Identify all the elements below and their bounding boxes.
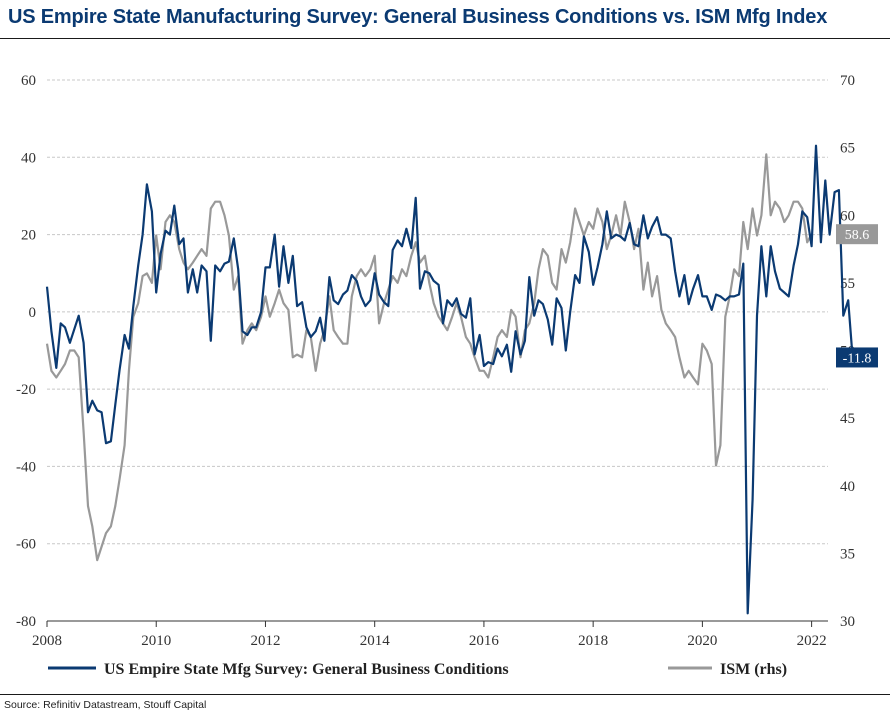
y-left-tick-label: 40 <box>21 150 36 166</box>
y-left-tick-label: -40 <box>16 459 36 475</box>
x-tick-label: 2022 <box>797 633 827 649</box>
x-tick-label: 2016 <box>469 633 500 649</box>
x-tick-label: 2010 <box>141 633 171 649</box>
legend: US Empire State Mfg Survey: General Busi… <box>48 661 787 678</box>
x-tick-label: 2014 <box>360 633 391 649</box>
y-right-tick-label: 35 <box>840 546 855 562</box>
source-rule <box>0 694 890 695</box>
ism-last-value-label: 58.6 <box>845 228 870 243</box>
y-left-tick-label: 20 <box>21 228 36 244</box>
chart-title: US Empire State Manufacturing Survey: Ge… <box>8 6 828 28</box>
empire-state-series-line <box>45 144 854 615</box>
x-tick-label: 2020 <box>687 633 717 649</box>
axis-ticks: 6040200-20-40-60-80706560555045403530200… <box>16 73 855 649</box>
legend-label-ism: ISM (rhs) <box>720 661 787 678</box>
y-right-tick-label: 60 <box>840 208 855 224</box>
x-tick-label: 2008 <box>32 633 62 649</box>
x-tick-label: 2012 <box>250 633 280 649</box>
ism-series-line <box>45 153 813 562</box>
empire-last-value-badge <box>836 347 878 368</box>
x-tick-label: 2018 <box>578 633 608 649</box>
y-left-tick-label: 60 <box>21 73 36 89</box>
y-right-tick-label: 45 <box>840 411 855 427</box>
y-right-tick-label: 40 <box>840 479 855 495</box>
y-right-tick-label: 70 <box>840 73 855 89</box>
y-left-tick-label: -80 <box>16 614 36 630</box>
grid-lines <box>47 79 828 622</box>
series-lines <box>45 144 854 615</box>
y-right-tick-label: 55 <box>840 276 855 292</box>
y-left-tick-label: -60 <box>16 537 36 553</box>
empire-last-value-label: -11.8 <box>843 351 872 366</box>
last-value-badges: -11.8 58.6 <box>836 224 878 368</box>
y-right-tick-label: 65 <box>840 141 855 157</box>
y-right-tick-label: 30 <box>840 614 855 630</box>
legend-label-empire: US Empire State Mfg Survey: General Busi… <box>104 661 509 678</box>
source-note: Source: Refinitiv Datastream, Stouff Cap… <box>4 699 207 711</box>
y-left-tick-label: -20 <box>16 382 36 398</box>
ism-last-value-badge <box>836 224 878 245</box>
title-rule <box>0 38 890 39</box>
y-left-tick-label: 0 <box>29 305 37 321</box>
